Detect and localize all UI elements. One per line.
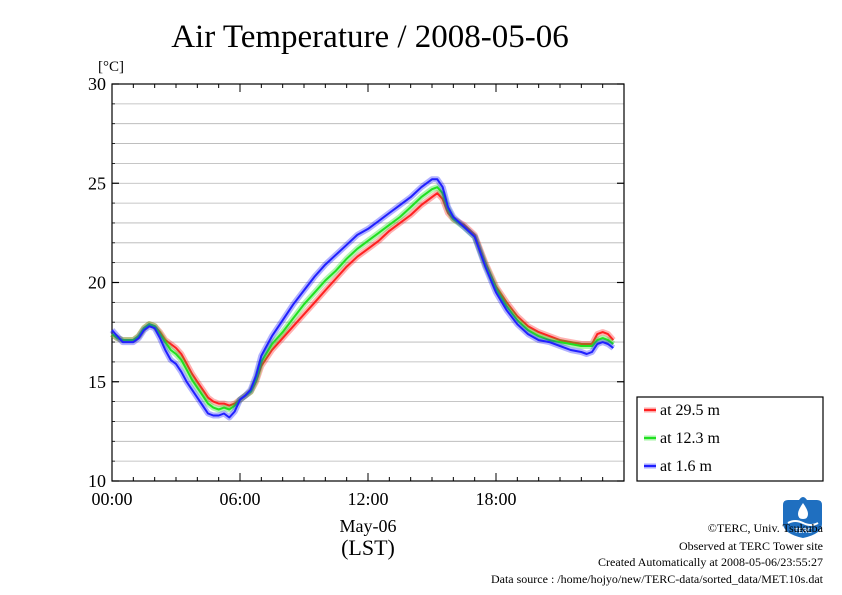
x-tick-label: 12:00 <box>347 489 388 509</box>
series-line-0 <box>111 192 615 407</box>
footer-observed: Observed at TERC Tower site <box>679 539 823 553</box>
terc-logo: TERC <box>783 497 822 538</box>
x-tick-label: 06:00 <box>219 489 260 509</box>
legend-label: at 12.3 m <box>660 430 721 447</box>
series-halo-1 <box>110 184 616 413</box>
legend-label: at 1.6 m <box>660 458 713 475</box>
y-tick-label: 10 <box>88 471 106 491</box>
footer-source: Data source : /home/hojyo/new/TERC-data/… <box>491 572 824 586</box>
y-tick-label: 20 <box>88 273 106 293</box>
series-line-2 <box>111 178 614 419</box>
logo-wave-icon <box>787 520 819 526</box>
y-tick-label: 15 <box>88 372 106 392</box>
x-axis-label: (LST) <box>341 535 395 560</box>
logo-text: TERC <box>793 527 812 535</box>
y-tick-label: 30 <box>88 74 106 94</box>
legend: at 29.5 m at 12.3 m at 1.6 m <box>636 396 824 482</box>
logo-drop-icon <box>798 503 808 519</box>
series-line-1 <box>111 186 614 411</box>
legend-label: at 29.5 m <box>660 402 721 419</box>
x-axis-date-label: May-06 <box>340 516 397 536</box>
series-lines <box>109 176 616 421</box>
footer-created: Created Automatically at 2008-05-06/23:5… <box>598 555 823 569</box>
y-tick-label: 25 <box>88 173 106 193</box>
y-axis-unit: [°C] <box>98 59 124 75</box>
x-tick-label: 00:00 <box>91 489 132 509</box>
chart-title: Air Temperature / 2008-05-06 <box>171 19 569 55</box>
x-tick-label: 18:00 <box>475 489 516 509</box>
x-axis: 00:00 06:00 12:00 18:00 <box>91 84 625 509</box>
footer-copyright: ©TERC, Univ. Tsukuba <box>708 521 824 535</box>
y-axis: 10 15 20 25 30 <box>88 74 624 491</box>
gridlines <box>112 103 624 462</box>
legend-box <box>636 396 824 482</box>
